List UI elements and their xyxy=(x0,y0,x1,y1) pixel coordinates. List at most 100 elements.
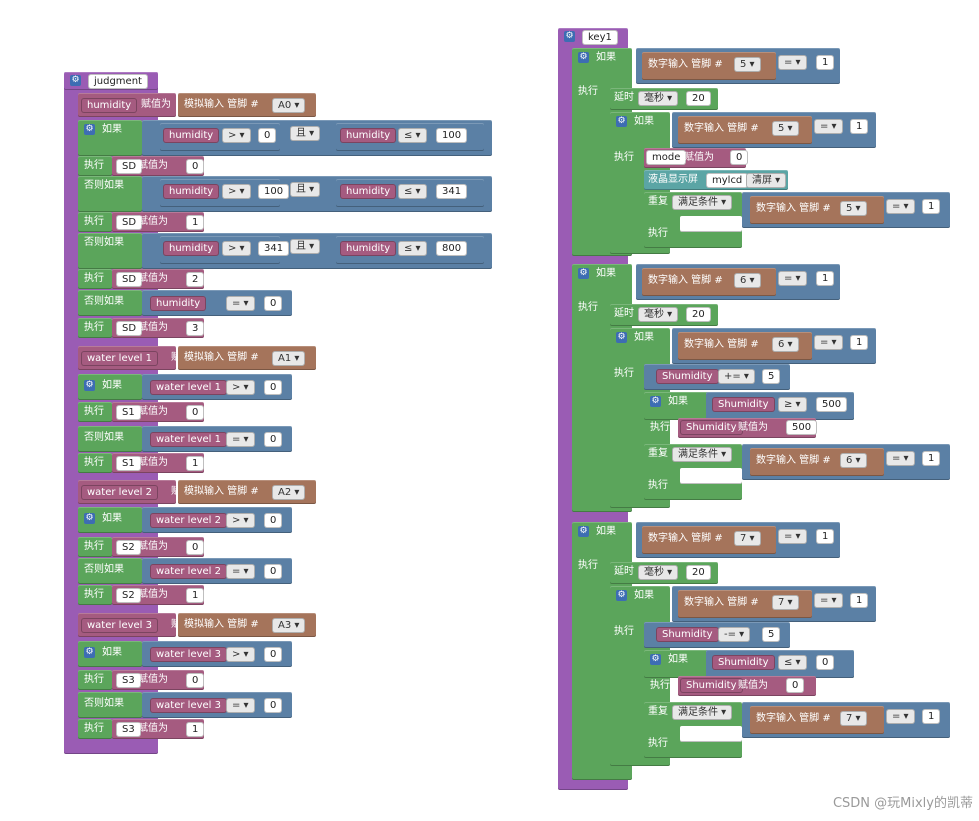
number-field[interactable]: 1 xyxy=(816,55,835,70)
variable-name[interactable]: water level 2 xyxy=(150,513,227,528)
operator-dropdown[interactable]: ≤ ▾ xyxy=(778,655,807,670)
operator-dropdown[interactable]: = ▾ xyxy=(778,55,807,70)
number-field[interactable]: 3 xyxy=(186,321,205,336)
do-block[interactable] xyxy=(78,719,112,739)
operator-dropdown[interactable]: = ▾ xyxy=(226,698,255,713)
number-field[interactable]: 1 xyxy=(186,588,205,603)
number-field[interactable]: 100 xyxy=(258,184,290,199)
operator-dropdown[interactable]: ≤ ▾ xyxy=(398,128,427,143)
variable-name[interactable]: S3 xyxy=(116,673,141,688)
number-field[interactable]: 0 xyxy=(264,380,283,395)
variable-name[interactable]: water level 3 xyxy=(150,647,227,662)
number-field[interactable]: 0 xyxy=(186,673,205,688)
gear-icon[interactable]: ⚙ xyxy=(616,590,627,601)
if-block[interactable] xyxy=(78,176,142,212)
number-field[interactable]: 1 xyxy=(922,709,941,724)
operator-dropdown[interactable]: = ▾ xyxy=(226,432,255,447)
pin-dropdown[interactable]: 7 ▾ xyxy=(734,531,761,546)
number-field[interactable]: 0 xyxy=(264,564,283,579)
operator-dropdown[interactable]: = ▾ xyxy=(814,593,843,608)
if-block[interactable] xyxy=(78,692,142,718)
variable-name[interactable]: water level 3 xyxy=(81,618,158,633)
operator-dropdown[interactable]: -= ▾ xyxy=(718,627,751,642)
number-field[interactable]: 20 xyxy=(686,91,711,106)
variable-name[interactable]: water level 1 xyxy=(150,432,227,447)
pin-dropdown[interactable]: 5 ▾ xyxy=(840,201,867,216)
unit-dropdown[interactable]: 毫秒 ▾ xyxy=(638,565,679,580)
number-field[interactable]: 1 xyxy=(186,456,205,471)
variable-name[interactable]: mode xyxy=(646,150,687,165)
variable-name[interactable]: S1 xyxy=(116,405,141,420)
number-field[interactable]: 800 xyxy=(436,241,468,256)
variable-name[interactable]: humidity xyxy=(340,128,397,143)
do-block[interactable] xyxy=(78,156,112,176)
number-field[interactable]: 1 xyxy=(922,451,941,466)
number-field[interactable]: 5 xyxy=(762,627,781,642)
number-field[interactable]: 0 xyxy=(186,540,205,555)
gear-icon[interactable]: ⚙ xyxy=(650,396,661,407)
operator-dropdown[interactable]: > ▾ xyxy=(222,241,251,256)
gear-icon[interactable]: ⚙ xyxy=(84,647,95,658)
number-field[interactable]: 0 xyxy=(264,698,283,713)
gear-icon[interactable]: ⚙ xyxy=(84,513,95,524)
if-block[interactable] xyxy=(78,426,142,452)
if-block[interactable] xyxy=(78,558,142,584)
number-field[interactable]: 0 xyxy=(264,296,283,311)
do-block[interactable] xyxy=(78,537,112,557)
variable-name[interactable]: water level 2 xyxy=(150,564,227,579)
gear-icon[interactable]: ⚙ xyxy=(616,332,627,343)
gear-icon[interactable]: ⚙ xyxy=(578,268,589,279)
gear-icon[interactable]: ⚙ xyxy=(650,654,661,665)
number-field[interactable]: 0 xyxy=(264,513,283,528)
pin-dropdown[interactable]: 6 ▾ xyxy=(840,453,867,468)
variable-name[interactable]: Shumidity xyxy=(656,627,719,642)
number-field[interactable]: 5 xyxy=(762,369,781,384)
variable-name[interactable]: humidity xyxy=(340,184,397,199)
variable-name[interactable]: SD xyxy=(116,159,143,174)
number-field[interactable]: 1 xyxy=(186,722,205,737)
gear-icon[interactable]: ⚙ xyxy=(84,124,95,135)
variable-name[interactable]: water level 3 xyxy=(150,698,227,713)
if-block[interactable] xyxy=(78,290,142,316)
do-block[interactable] xyxy=(78,402,112,422)
variable-name[interactable]: Shumidity xyxy=(680,420,743,435)
if-block[interactable] xyxy=(78,233,142,269)
pin-dropdown[interactable]: A3 ▾ xyxy=(272,618,306,633)
operator-dropdown[interactable]: > ▾ xyxy=(226,647,255,662)
variable-name[interactable]: Shumidity xyxy=(712,655,775,670)
pin-dropdown[interactable]: 6 ▾ xyxy=(772,337,799,352)
number-field[interactable]: 20 xyxy=(686,565,711,580)
number-field[interactable]: 0 xyxy=(816,655,835,670)
operator-dropdown[interactable]: = ▾ xyxy=(886,199,915,214)
unit-dropdown[interactable]: 毫秒 ▾ xyxy=(638,307,679,322)
variable-name[interactable]: humidity xyxy=(340,241,397,256)
operator-dropdown[interactable]: > ▾ xyxy=(226,380,255,395)
number-field[interactable]: 1 xyxy=(850,593,869,608)
number-field[interactable]: 2 xyxy=(186,272,205,287)
number-field[interactable]: 0 xyxy=(730,150,749,165)
variable-name[interactable]: SD xyxy=(116,272,143,287)
number-field[interactable]: 100 xyxy=(436,128,468,143)
and-dropdown[interactable]: 且 ▾ xyxy=(290,239,321,254)
repeat-mode-dropdown[interactable]: 满足条件 ▾ xyxy=(672,195,733,210)
gear-icon[interactable]: ⚙ xyxy=(578,52,589,63)
operator-dropdown[interactable]: > ▾ xyxy=(222,184,251,199)
procedure-name[interactable]: key1 xyxy=(582,30,618,45)
variable-name[interactable]: S1 xyxy=(116,456,141,471)
do-block[interactable] xyxy=(78,670,112,690)
number-field[interactable]: 500 xyxy=(816,397,848,412)
number-field[interactable]: 1 xyxy=(186,215,205,230)
variable-name[interactable]: humidity xyxy=(81,98,138,113)
number-field[interactable]: 1 xyxy=(816,529,835,544)
pin-dropdown[interactable]: 5 ▾ xyxy=(772,121,799,136)
pin-dropdown[interactable]: 6 ▾ xyxy=(734,273,761,288)
number-field[interactable]: 0 xyxy=(786,678,805,693)
operator-dropdown[interactable]: += ▾ xyxy=(718,369,755,384)
unit-dropdown[interactable]: 毫秒 ▾ xyxy=(638,91,679,106)
number-field[interactable]: 0 xyxy=(186,159,205,174)
number-field[interactable]: 500 xyxy=(786,420,818,435)
gear-icon[interactable]: ⚙ xyxy=(564,31,575,42)
and-dropdown[interactable]: 且 ▾ xyxy=(290,182,321,197)
number-field[interactable]: 341 xyxy=(436,184,468,199)
operator-dropdown[interactable]: = ▾ xyxy=(886,709,915,724)
